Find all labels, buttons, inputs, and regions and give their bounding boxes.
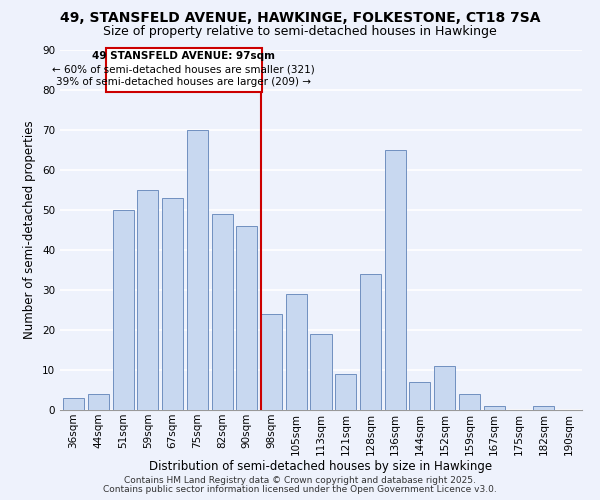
Bar xyxy=(385,150,406,410)
Bar xyxy=(137,190,158,410)
Bar xyxy=(187,130,208,410)
Bar xyxy=(360,274,381,410)
Bar xyxy=(533,406,554,410)
Bar xyxy=(261,314,282,410)
Bar xyxy=(459,394,480,410)
Y-axis label: Number of semi-detached properties: Number of semi-detached properties xyxy=(23,120,37,340)
Bar xyxy=(335,374,356,410)
Text: Size of property relative to semi-detached houses in Hawkinge: Size of property relative to semi-detach… xyxy=(103,25,497,38)
Bar xyxy=(212,214,233,410)
Bar xyxy=(88,394,109,410)
Text: 49 STANSFELD AVENUE: 97sqm: 49 STANSFELD AVENUE: 97sqm xyxy=(92,51,275,61)
Text: ← 60% of semi-detached houses are smaller (321): ← 60% of semi-detached houses are smalle… xyxy=(52,64,315,74)
Bar xyxy=(113,210,134,410)
Bar xyxy=(162,198,183,410)
Bar xyxy=(63,398,84,410)
Bar xyxy=(484,406,505,410)
Text: 39% of semi-detached houses are larger (209) →: 39% of semi-detached houses are larger (… xyxy=(56,77,311,87)
Bar xyxy=(310,334,332,410)
FancyBboxPatch shape xyxy=(106,48,262,92)
Text: Contains public sector information licensed under the Open Government Licence v3: Contains public sector information licen… xyxy=(103,484,497,494)
Text: 49, STANSFELD AVENUE, HAWKINGE, FOLKESTONE, CT18 7SA: 49, STANSFELD AVENUE, HAWKINGE, FOLKESTO… xyxy=(60,12,540,26)
X-axis label: Distribution of semi-detached houses by size in Hawkinge: Distribution of semi-detached houses by … xyxy=(149,460,493,473)
Bar xyxy=(434,366,455,410)
Bar xyxy=(286,294,307,410)
Bar xyxy=(409,382,430,410)
Text: Contains HM Land Registry data © Crown copyright and database right 2025.: Contains HM Land Registry data © Crown c… xyxy=(124,476,476,485)
Bar xyxy=(236,226,257,410)
